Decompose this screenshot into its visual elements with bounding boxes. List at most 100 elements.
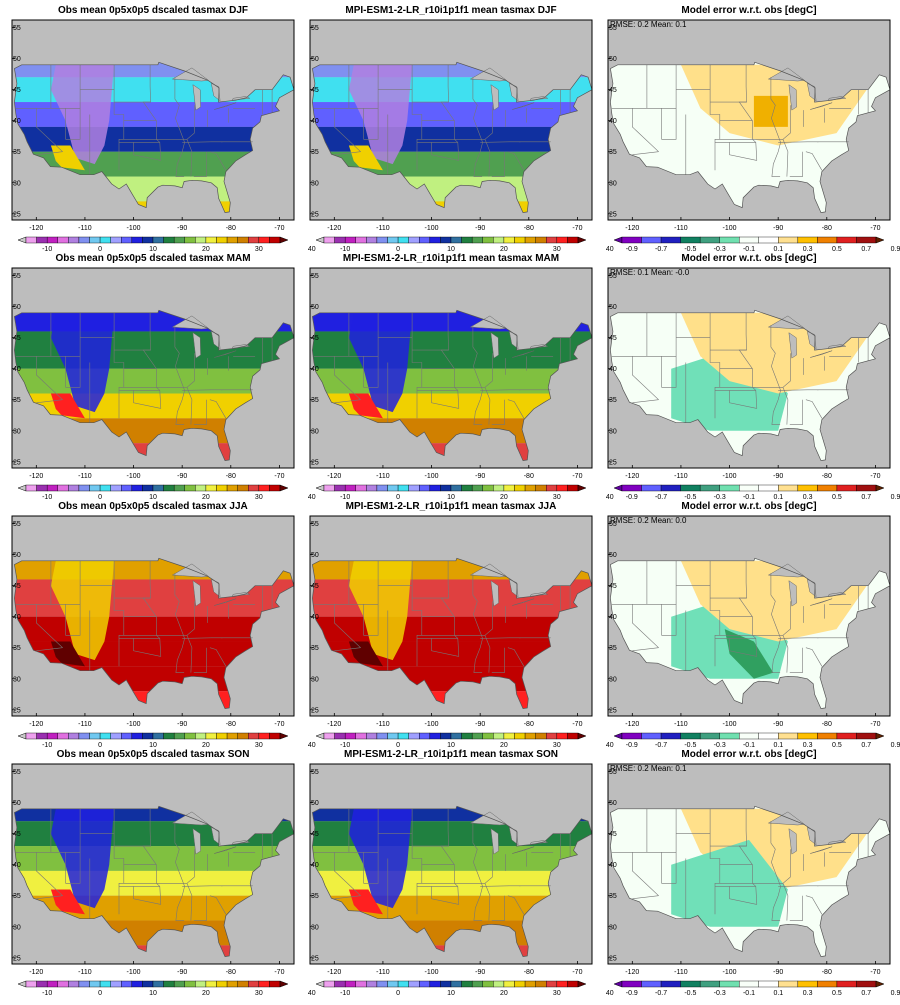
colorbar-label: 0.3 [803,990,813,997]
state-boundary [440,64,460,161]
colorbar-swatch [68,980,80,988]
y-tick-label: 45 [609,831,617,838]
y-tick-label: 25 [311,211,319,218]
colorbar-label: 0.3 [803,494,813,501]
colorbar-swatch [46,732,58,740]
y-tick-label: 40 [13,366,21,373]
colorbar-arrow-right [875,484,885,492]
state-boundary [113,808,125,915]
state-boundary [431,390,459,409]
state-boundary [632,151,659,156]
map-panel-jja-1: Obs mean 0p5x0p5 dscaled tasmax JJA -120 -… [11,501,295,728]
lake [231,840,250,845]
temp-band [312,846,592,871]
colorbar-swatch [57,236,69,244]
colorbar-swatch [258,236,270,244]
colorbar-swatch [419,732,431,740]
colorbar-swatch [482,484,494,492]
colorbar-swatch [237,732,249,740]
colorbar-swatch [25,236,37,244]
colorbar-swatch [817,980,838,988]
x-tick-label: -120 [327,721,341,728]
x-tick-label: -70 [572,969,582,976]
x-tick-label: -120 [327,225,341,232]
colorbar-swatch [323,732,335,740]
colorbar-swatch [36,980,48,988]
x-tick-label: -90 [773,969,783,976]
panel-title: Model error w.r.t. obs [degC] [681,501,816,512]
colorbar-swatch [419,236,431,244]
colorbar-swatch [503,484,515,492]
x-tick-label: -120 [29,721,43,728]
colorbar-arrow-right [875,236,885,244]
y-tick-label: 45 [609,87,617,94]
state-boundary [440,560,460,657]
colorbar-label: 10 [447,742,455,749]
error-colorbar: -0.9 -0.7 -0.5 -0.3 -0.1 0.1 0.3 0.5 0.7 0.9 [613,236,900,253]
x-tick-label: -80 [524,225,534,232]
panel-frame [309,19,593,221]
colorbar-swatch [110,732,122,740]
x-tick-label: -110 [78,225,92,232]
state-boundary [35,604,63,648]
colorbar-label: 0.5 [832,742,842,749]
lake [529,840,548,845]
colorbar-arrow-left [17,732,27,740]
y-tick-label: 50 [13,304,21,311]
state-boundary [142,312,162,409]
state-boundary [631,356,659,400]
colorbar-swatch [621,980,642,988]
map-panel-son-3: Model error w.r.t. obs [degC] -120 -110 -10… [607,749,891,976]
colorbar-swatch [78,484,90,492]
colorbar-swatch [461,732,473,740]
state-boundary [182,885,223,887]
colorbar-label: 30 [553,246,561,253]
colorbar-arrow-left [17,236,27,244]
state-boundary [431,142,459,161]
colorbar-swatch [514,236,526,244]
colorbar-swatch [739,236,759,244]
colorbar-arrow-right [279,980,289,988]
colorbar-label: 0.3 [803,742,813,749]
colorbar-label: 0 [98,990,102,997]
lake [490,828,499,855]
colorbar-swatch [269,980,281,988]
colorbar-swatch [535,236,547,244]
lake [767,67,806,82]
colorbar-swatch [376,732,388,740]
colorbar-swatch [493,236,505,244]
state-boundary [484,105,493,177]
y-tick-label: 35 [13,645,21,652]
colorbar-swatch [152,732,164,740]
lake [512,846,535,854]
y-tick-label: 25 [13,211,21,218]
colorbar-swatch [89,980,101,988]
x-tick-label: -100 [425,225,439,232]
colorbar-swatch [387,732,399,740]
y-tick-label: 55 [609,521,617,528]
colorbar-swatch [258,980,270,988]
colorbar-swatch [334,732,346,740]
colorbar-swatch [778,980,799,988]
y-tick-label: 35 [311,893,319,900]
x-tick-label: -90 [475,225,485,232]
y-tick-label: 25 [609,707,617,714]
y-tick-label: 50 [609,56,617,63]
colorbar-swatch [450,484,462,492]
colorbar-swatch [739,732,759,740]
state-boundary [778,885,819,887]
colorbar-label: -0.3 [714,246,726,253]
state-boundary [182,637,223,639]
desert-region [348,393,383,419]
coastline [610,309,891,461]
colorbar-swatch [535,732,547,740]
lake [788,332,797,359]
colorbar-label: -0.5 [684,742,696,749]
map-panel-mam-2: MPI-ESM1-2-LR_r10i1p1f1 mean tasmax MAM -… [309,253,593,480]
state-boundary [35,108,63,152]
colorbar-label: 0.7 [861,494,871,501]
colorbar-label: 0.7 [861,742,871,749]
colorbar-swatch [482,980,494,988]
y-tick-label: 55 [13,273,21,280]
colorbar-arrow-left [17,484,27,492]
